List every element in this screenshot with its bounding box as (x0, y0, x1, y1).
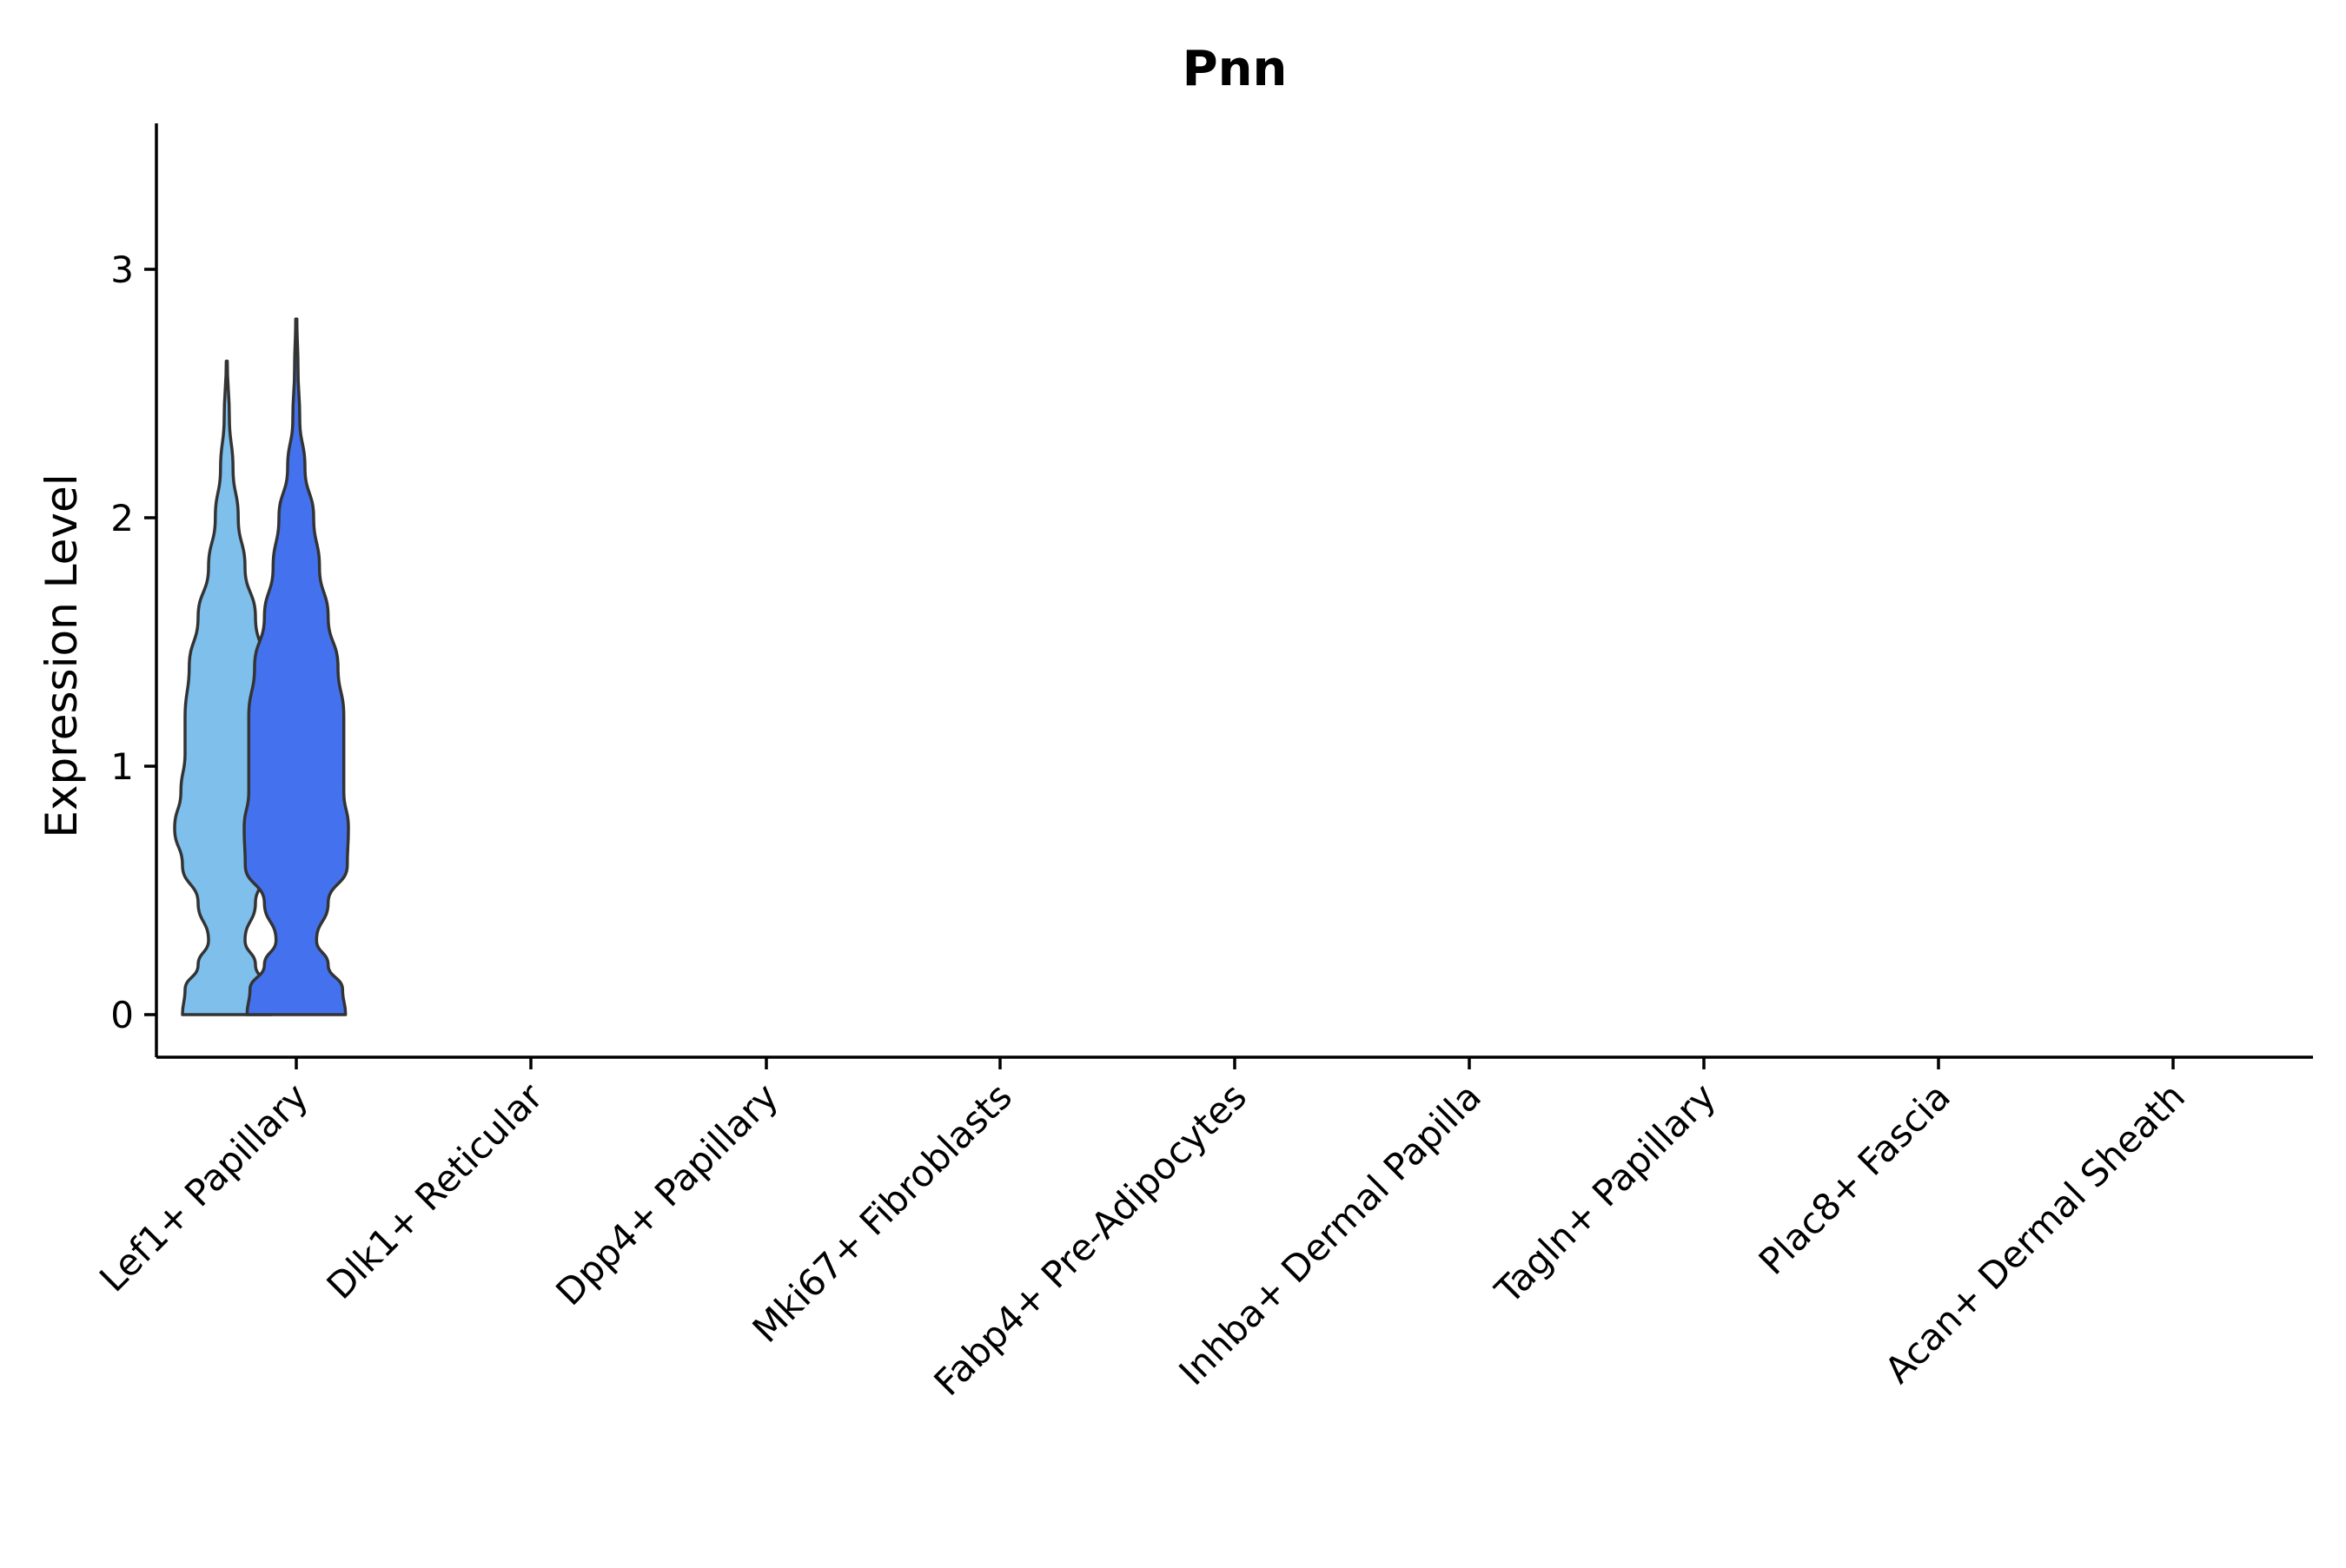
x-tick-label-dpp4-papillary: Dpp4+ Papillary (547, 1075, 786, 1313)
y-tick-label-1: 1 (110, 745, 134, 788)
axes-layer (155, 123, 2313, 1059)
y-ticks: 0 1 2 3 (110, 248, 156, 1036)
violin-lef1-papillary-s2 (242, 317, 350, 1016)
y-axis-label: Expression Level (36, 473, 87, 837)
x-tick-label-tagln-papillary: Tagln+ Papillary (1487, 1075, 1724, 1312)
y-tick-label-0: 0 (110, 994, 134, 1036)
x-tick-label-plac8-fascia: Plac8+ Fascia (1751, 1075, 1958, 1282)
x-tick-label-mki67-fibroblasts: Mki67+ Fibroblasts (745, 1075, 1020, 1350)
violins-layer (173, 317, 350, 1016)
x-tick-label-lef1-papillary: Lef1+ Papillary (91, 1075, 316, 1300)
y-tick-label-3: 3 (110, 248, 134, 291)
chart-title: Pnn (1183, 41, 1288, 97)
y-tick-label-2: 2 (110, 497, 134, 539)
x-tick-label-dlk1-reticular: Dlk1+ Reticular (319, 1075, 552, 1307)
